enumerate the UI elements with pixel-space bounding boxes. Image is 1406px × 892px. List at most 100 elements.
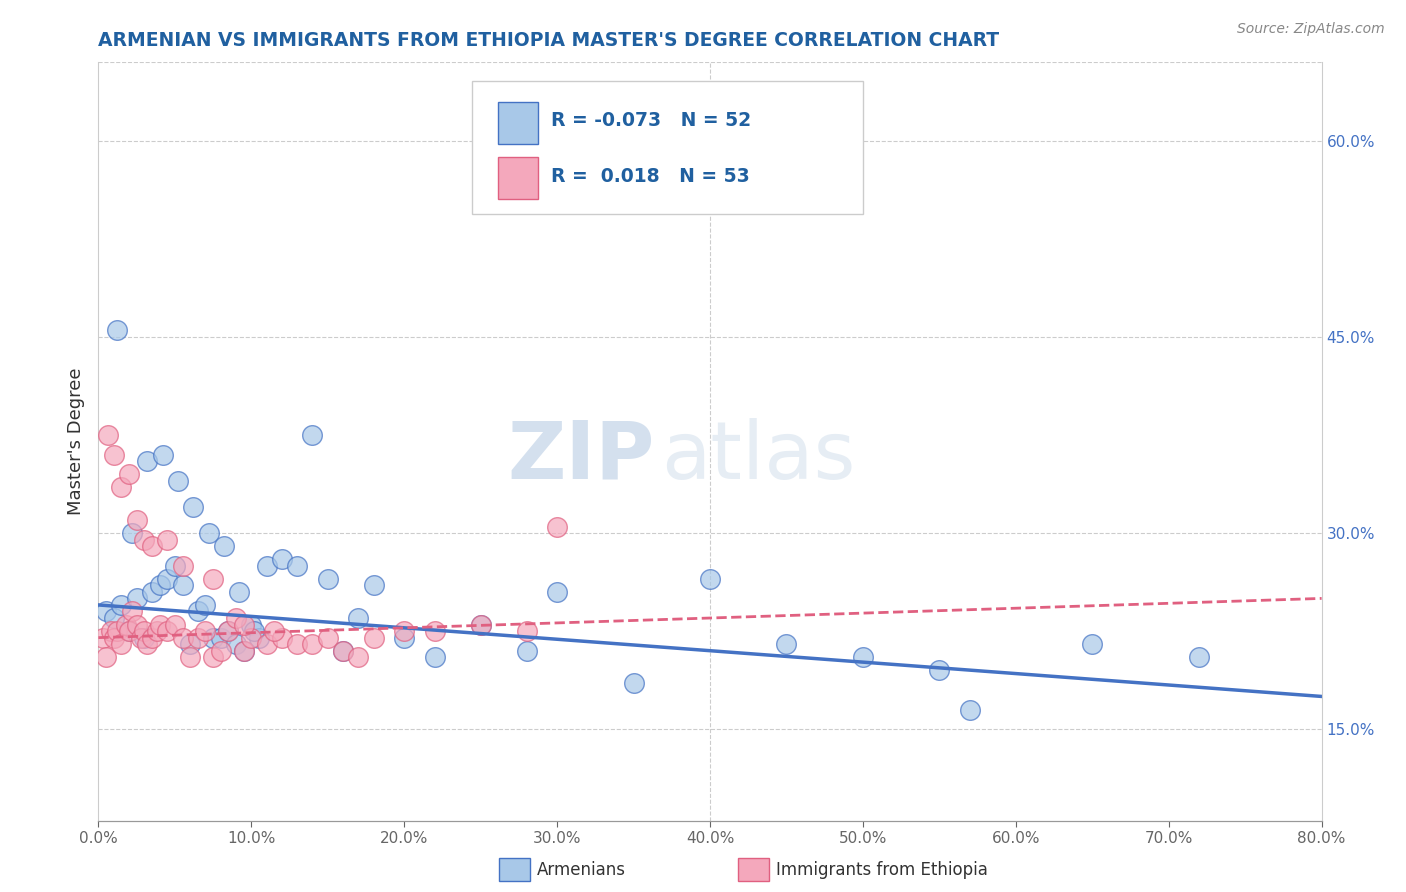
Point [156, 533, 179, 547]
Point [256, 558, 278, 573]
Point [623, 676, 645, 690]
Point [209, 631, 232, 645]
Point [118, 624, 141, 639]
Point [347, 650, 370, 665]
Point [301, 637, 323, 651]
Point [363, 578, 385, 592]
Point [209, 643, 232, 657]
Point [103, 631, 125, 645]
Point [217, 624, 239, 639]
Text: R = -0.073   N = 52: R = -0.073 N = 52 [551, 112, 751, 130]
Point [699, 572, 721, 586]
Point [470, 617, 492, 632]
FancyBboxPatch shape [498, 102, 537, 144]
Point [129, 631, 152, 645]
Point [94, 650, 117, 665]
Point [145, 624, 167, 639]
Point [125, 513, 148, 527]
Point [167, 474, 190, 488]
Text: atlas: atlas [661, 417, 855, 496]
Point [136, 454, 159, 468]
Point [225, 637, 247, 651]
Point [392, 631, 416, 645]
Y-axis label: Master's Degree: Master's Degree [66, 368, 84, 516]
Point [316, 572, 339, 586]
FancyBboxPatch shape [498, 157, 537, 199]
Point [423, 624, 446, 639]
Point [181, 500, 204, 514]
Point [270, 552, 294, 566]
Point [197, 526, 219, 541]
Text: ARMENIAN VS IMMIGRANTS FROM ETHIOPIA MASTER'S DEGREE CORRELATION CHART: ARMENIAN VS IMMIGRANTS FROM ETHIOPIA MAS… [98, 30, 1000, 50]
Point [332, 643, 354, 657]
Point [194, 624, 217, 639]
Point [179, 637, 201, 651]
Point [110, 480, 132, 494]
Point [392, 624, 416, 639]
Point [152, 448, 174, 462]
Point [163, 617, 186, 632]
Point [1188, 650, 1211, 665]
Point [270, 631, 294, 645]
Point [212, 539, 235, 553]
Point [852, 650, 875, 665]
Point [115, 617, 138, 632]
Point [100, 624, 122, 639]
Point [103, 611, 125, 625]
Point [103, 448, 125, 462]
Point [1081, 637, 1104, 651]
Point [263, 624, 285, 639]
Point [179, 650, 201, 665]
Point [332, 643, 354, 657]
Point [775, 637, 797, 651]
Text: Armenians: Armenians [537, 861, 626, 879]
Point [187, 631, 209, 645]
Point [240, 631, 263, 645]
Point [316, 631, 339, 645]
Point [125, 617, 148, 632]
Point [110, 598, 132, 612]
Point [187, 605, 209, 619]
Point [228, 585, 250, 599]
Point [232, 643, 254, 657]
Point [125, 591, 148, 606]
Point [546, 519, 568, 533]
Point [225, 611, 247, 625]
Point [232, 643, 254, 657]
Point [928, 663, 950, 677]
Point [243, 624, 266, 639]
Point [217, 624, 239, 639]
Point [172, 578, 194, 592]
Point [285, 558, 308, 573]
Point [240, 617, 263, 632]
Point [105, 624, 128, 639]
Point [156, 572, 179, 586]
Point [149, 617, 172, 632]
Point [516, 643, 538, 657]
Point [172, 558, 194, 573]
Text: R =  0.018   N = 53: R = 0.018 N = 53 [551, 167, 749, 186]
FancyBboxPatch shape [471, 81, 863, 214]
Point [202, 572, 225, 586]
Point [202, 631, 225, 645]
Point [163, 558, 186, 573]
Point [91, 631, 114, 645]
Point [97, 428, 120, 442]
Point [194, 598, 217, 612]
Text: ZIP: ZIP [508, 417, 655, 496]
Point [134, 631, 156, 645]
Point [202, 650, 225, 665]
Point [470, 617, 492, 632]
Point [347, 611, 370, 625]
Text: Source: ZipAtlas.com: Source: ZipAtlas.com [1237, 22, 1385, 37]
Point [247, 631, 270, 645]
Point [118, 624, 141, 639]
Point [141, 631, 163, 645]
Point [141, 585, 163, 599]
Point [363, 631, 385, 645]
Point [149, 578, 172, 592]
Point [301, 428, 323, 442]
Point [516, 624, 538, 639]
Point [136, 637, 159, 651]
Point [141, 539, 163, 553]
